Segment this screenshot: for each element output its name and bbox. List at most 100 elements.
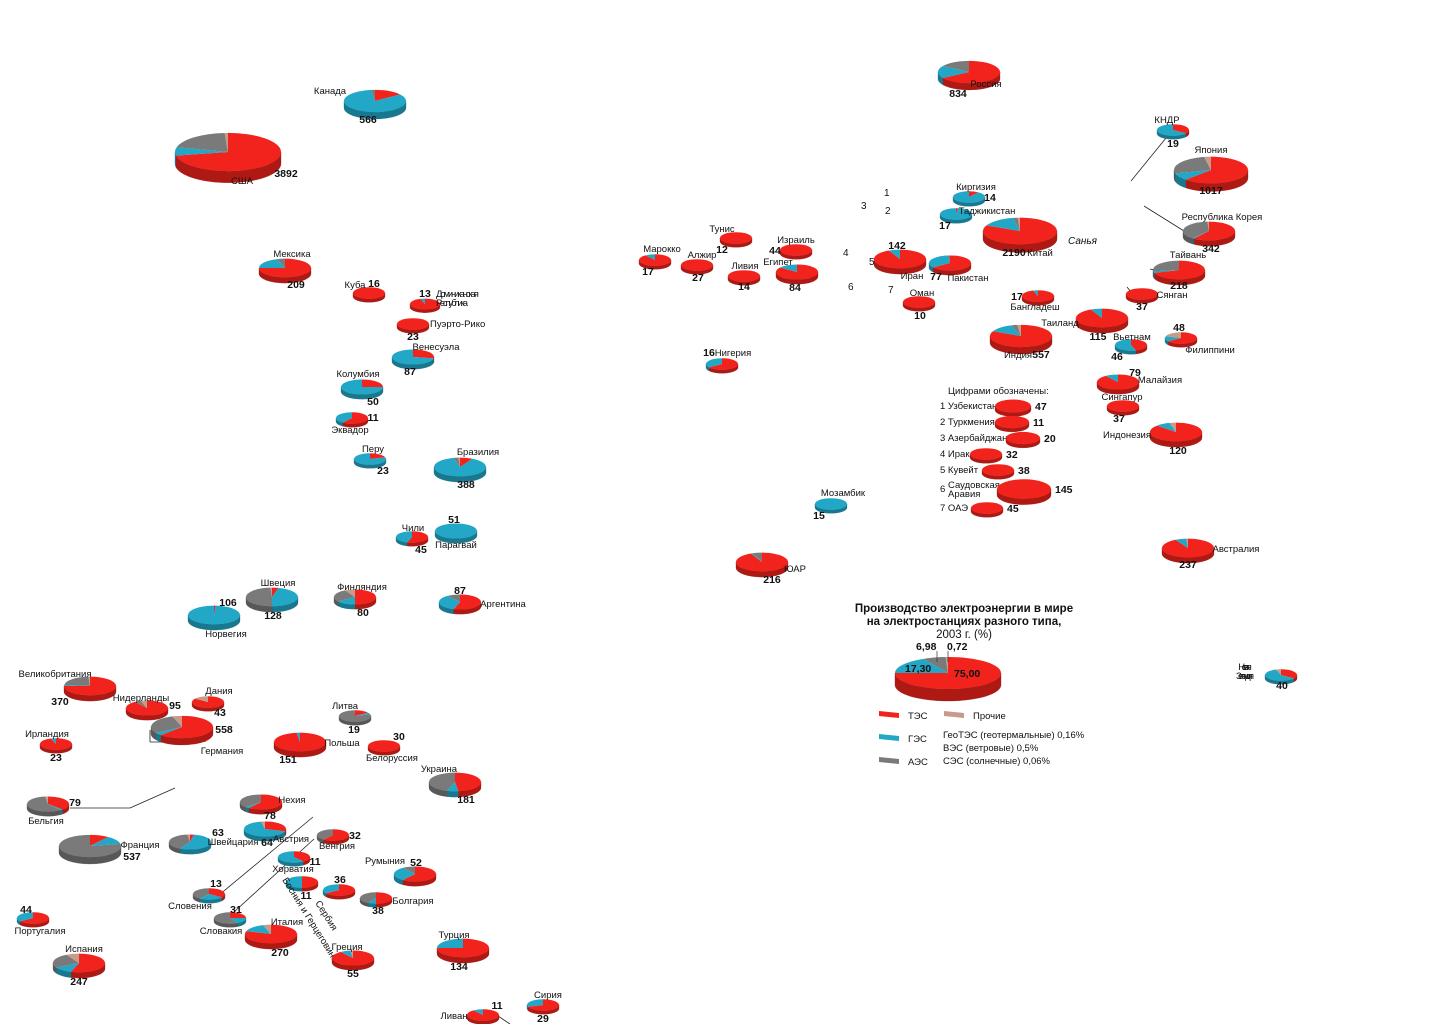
map-marker: 6 xyxy=(848,282,854,293)
country-name: США xyxy=(231,176,254,187)
pie-60 xyxy=(1149,422,1203,448)
country-name: Ливан xyxy=(440,1011,467,1022)
pie-16 xyxy=(333,589,377,610)
country-name: Перу xyxy=(362,444,384,455)
country-name: Колумбия xyxy=(336,369,379,380)
country-name: Мексика xyxy=(273,249,311,260)
pie-74 xyxy=(735,552,789,578)
country-value: 151 xyxy=(279,754,297,766)
country-value: 17 xyxy=(939,220,951,232)
country-value: 181 xyxy=(457,794,475,806)
numbered-legend-pie xyxy=(994,415,1030,433)
world-summary: Производство электроэнергии в мире на эл… xyxy=(855,603,1085,768)
pie-24 xyxy=(367,740,401,756)
country-value: 11 xyxy=(300,890,311,902)
country-value: 216 xyxy=(763,574,781,586)
country-value: 14 xyxy=(738,281,750,293)
country-name: Украина xyxy=(421,764,458,775)
country-value: 30 xyxy=(393,731,405,743)
numbered-legend-pie xyxy=(1005,431,1041,449)
pie-20 xyxy=(150,715,214,746)
country-name: Белоруссия xyxy=(366,753,418,764)
country-name: Аргентина xyxy=(480,599,526,610)
pie-32 xyxy=(277,851,311,867)
numbered-legend-label: 7 ОАЭ xyxy=(940,503,968,514)
country-name: Тунис xyxy=(709,224,735,235)
country-name: Алжир xyxy=(688,250,717,261)
country-value: 37 xyxy=(1136,301,1148,313)
country-name: Египет xyxy=(763,257,793,268)
country-value: 44 xyxy=(769,245,781,257)
country-value: 1017 xyxy=(1199,185,1223,197)
country-value: 115 xyxy=(1090,331,1107,343)
pie-51 xyxy=(928,255,972,276)
pie-9 xyxy=(353,453,387,469)
numbered-legend-row: 2 Туркмения 11 xyxy=(940,415,1044,433)
country-value: 50 xyxy=(367,396,379,408)
country-name: Эквадор xyxy=(331,425,368,436)
country-value: 12 xyxy=(716,244,728,256)
country-value: 13 xyxy=(210,878,222,890)
numbered-legend-pie xyxy=(969,448,1003,464)
country-name: Дания xyxy=(205,686,232,697)
pie-43 xyxy=(436,938,490,964)
country-value: 19 xyxy=(1167,138,1179,150)
legend-other-label: Прочие xyxy=(973,711,1006,722)
country-name: Киргизия xyxy=(956,182,996,193)
numbered-legend-value: 38 xyxy=(1018,465,1030,477)
country-value: 78 xyxy=(264,810,276,822)
pie-2 xyxy=(258,258,312,284)
numbered-legend-label: 1 Узбекистан xyxy=(940,401,997,412)
country-value: 87 xyxy=(404,366,416,378)
pie-50 xyxy=(873,249,927,275)
country-name: Пакистан xyxy=(947,273,988,284)
country-name: Китай xyxy=(1027,248,1053,259)
pie-37 xyxy=(359,892,393,908)
pie-12 xyxy=(434,523,478,544)
country-value: 31 xyxy=(230,904,242,916)
country-value: 36 xyxy=(334,874,346,886)
country-name: Нехия xyxy=(278,795,305,806)
country-value: 11 xyxy=(309,856,320,868)
numbered-legend-row: 1 Узбекистан 47 xyxy=(940,399,1047,417)
country-value: 95 xyxy=(169,700,181,712)
pie-63 xyxy=(1173,156,1249,192)
country-name: Франция xyxy=(121,840,160,851)
pie-33 xyxy=(192,888,226,904)
country-name: Нидерланды xyxy=(113,693,170,704)
pie-22 xyxy=(338,710,372,726)
pie-10 xyxy=(433,457,487,483)
country-name: Греция xyxy=(331,942,362,953)
country-name: Малайзия xyxy=(1138,375,1182,386)
pie-7 xyxy=(340,379,384,400)
country-name: Республика Корея xyxy=(1182,212,1263,223)
legend-thermal: ТЭС xyxy=(879,711,928,722)
country-value: 17 xyxy=(642,266,654,278)
pie-64 xyxy=(1182,221,1236,247)
pie-68 xyxy=(719,232,753,248)
country-value: 87 xyxy=(454,585,466,597)
country-name: Литва xyxy=(332,701,359,712)
country-value: 45 xyxy=(415,544,427,556)
country-value: 537 xyxy=(123,851,141,863)
pie-54 xyxy=(1075,308,1129,334)
country-name: Вьетнам xyxy=(1113,332,1151,343)
numbered-legend-pie xyxy=(981,464,1015,480)
country-value: 37 xyxy=(1113,413,1125,425)
country-value: 43 xyxy=(214,707,226,719)
country-value: 142 xyxy=(888,240,906,252)
country-name: Швейцария xyxy=(208,837,259,848)
country-name: Великобритания xyxy=(19,669,92,680)
pie-71 xyxy=(775,264,819,285)
country-value: 63 xyxy=(212,827,224,839)
pie-30 xyxy=(243,821,287,842)
pie-58 xyxy=(1096,374,1140,395)
numbered-legend: Цифрами обозначены: 1 Узбекистан 47 2 Турк… xyxy=(940,386,1073,518)
pie-19 xyxy=(191,696,225,712)
numbered-legend-value: 32 xyxy=(1006,449,1018,461)
map-marker: 2 xyxy=(885,206,891,217)
country-name: Австралия xyxy=(1213,544,1260,555)
country-name: Индия xyxy=(1004,350,1032,361)
